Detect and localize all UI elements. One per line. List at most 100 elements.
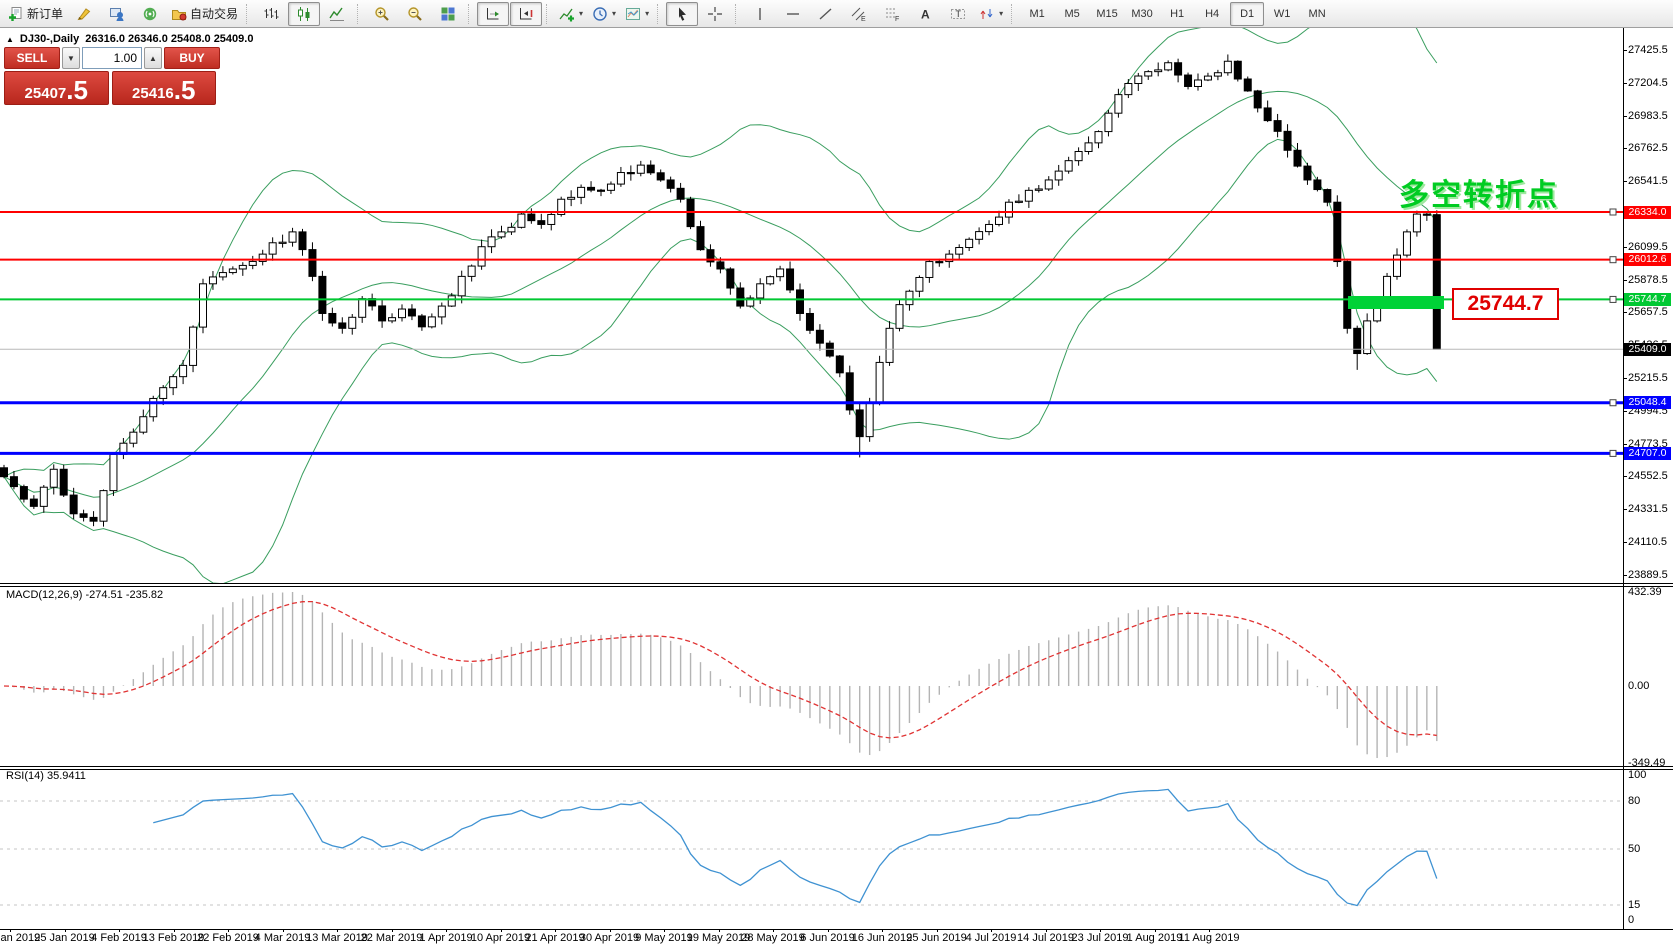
price-tick: 27204.5	[1628, 76, 1668, 89]
timeframe-button-D1[interactable]: D1	[1230, 1, 1265, 26]
auto-scroll-button[interactable]	[477, 1, 510, 26]
arrows-icon	[980, 8, 993, 19]
periods-button[interactable]: ▾	[588, 2, 620, 26]
toolbar-separator	[246, 3, 251, 24]
candlestick-chart-button[interactable]	[288, 1, 321, 26]
hline-handle[interactable]	[1609, 256, 1617, 264]
zoom-out-icon	[408, 6, 422, 21]
horizontal-line-button[interactable]	[777, 2, 809, 26]
chart-symbol-period: DJ30-,Daily	[19, 33, 80, 45]
bollinger-bands	[3, 28, 1438, 583]
timeframe-button-M5[interactable]: M5	[1064, 7, 1080, 20]
sell-button[interactable]: SELL	[4, 47, 60, 69]
periods-dropdown-caret[interactable]: ▾	[612, 9, 617, 18]
price-callout-box[interactable]: 25744.7	[1452, 288, 1559, 320]
zoom-in-button[interactable]	[366, 2, 398, 26]
cursor-button[interactable]	[666, 1, 699, 26]
crosshair-button[interactable]	[699, 2, 731, 26]
price-tick: 26541.5	[1628, 175, 1668, 188]
text-label-button[interactable]: T	[942, 2, 974, 26]
date-label: 4 Jul 2019	[965, 932, 1017, 944]
sell-price-main: 25407	[24, 85, 67, 102]
tester-icon	[110, 7, 124, 21]
macd-signal-line	[3, 601, 1437, 739]
hline-handle[interactable]	[1609, 295, 1617, 303]
arrows-button[interactable]: ▾	[975, 2, 1007, 26]
turning-point-annotation[interactable]: 多空转折点	[1399, 179, 1559, 212]
arrows-dropdown-caret[interactable]: ▾	[999, 9, 1004, 18]
fibonacci-icon: F	[886, 8, 899, 22]
chart-shift-button[interactable]	[510, 1, 543, 26]
one-click-collapse-icon[interactable]: ▲	[6, 34, 14, 44]
hline-price-label: 24707.0	[1624, 446, 1671, 460]
price-tick-mark	[1623, 148, 1627, 150]
price-tick: 26983.5	[1628, 109, 1668, 122]
hline-handle[interactable]	[1609, 449, 1617, 457]
date-label: 4 Mar 2019	[254, 932, 311, 944]
date-tick-mark	[119, 929, 120, 932]
horizontal-lines	[0, 208, 1623, 457]
hline-handle[interactable]	[1609, 399, 1617, 407]
pane-separator[interactable]	[0, 766, 1673, 770]
date-label: 10 Apr 2019	[470, 932, 531, 944]
timeframe-button-H4[interactable]: H4	[1205, 7, 1220, 20]
volume-decrease-button[interactable]: ▼	[62, 47, 80, 69]
line-chart-button[interactable]	[321, 2, 353, 26]
trendline-button[interactable]	[810, 2, 842, 26]
hline-handle[interactable]	[1609, 208, 1617, 216]
equidistant-channel-button[interactable]: E	[843, 2, 875, 26]
tester-button[interactable]	[101, 2, 133, 26]
bar-chart-button[interactable]	[255, 2, 287, 26]
price-axis-line	[1623, 28, 1624, 929]
price-tick: 24773.5	[1628, 437, 1668, 450]
hline-price-label: 25744.7	[1624, 292, 1671, 306]
timeframe-button-MN[interactable]: MN	[1308, 7, 1326, 20]
text-icon: A	[921, 7, 930, 21]
volume-input[interactable]	[82, 47, 142, 69]
timeframe-button-W1[interactable]: W1	[1273, 7, 1291, 20]
macd-scale-label: 0.00	[1628, 680, 1650, 692]
pane-separator[interactable]	[0, 583, 1673, 587]
templates-icon	[626, 7, 641, 20]
templates-button[interactable]: ▾	[621, 2, 653, 26]
price-tick-mark	[1623, 410, 1627, 412]
crosshair-icon	[708, 6, 723, 21]
autotrading-button[interactable]: 自动交易	[167, 2, 242, 26]
vertical-line-icon	[759, 7, 761, 20]
signals-button[interactable]	[134, 2, 166, 26]
styler-button[interactable]	[68, 2, 100, 26]
fibonacci-button[interactable]: F	[876, 2, 908, 26]
price-tick-mark	[1623, 312, 1627, 314]
svg-text:A: A	[921, 7, 930, 21]
new-order-button[interactable]: 新订单	[4, 2, 67, 26]
price-tick-mark	[1623, 377, 1627, 379]
signals-icon	[143, 7, 157, 20]
indicators-dropdown-caret[interactable]: ▾	[579, 9, 584, 18]
date-label: 25 Jan 2019	[34, 932, 95, 944]
templates-dropdown-caret[interactable]: ▾	[645, 9, 650, 18]
styler-icon	[77, 7, 91, 20]
buy-button[interactable]: BUY	[164, 47, 220, 69]
tile-windows-icon	[441, 7, 455, 20]
buy-price-button[interactable]: 25416.5	[111, 71, 216, 105]
date-tick-mark	[664, 929, 665, 932]
vertical-line-button[interactable]	[744, 2, 776, 26]
toolbar: 新订单 自动交易 ▾ ▾ ▾ E F A T ▾ M1 M5 M15 M30 H1 H4 D1 W1 MN	[0, 0, 1673, 28]
indicators-button[interactable]: ▾	[555, 2, 587, 26]
volume-increase-button[interactable]: ▲	[144, 47, 162, 69]
zoom-out-button[interactable]	[399, 2, 431, 26]
date-tick-mark	[936, 929, 938, 932]
sell-price-button[interactable]: 25407.5	[4, 71, 109, 105]
date-label: 16 Jan 2019	[0, 932, 41, 944]
timeframe-button-M15[interactable]: M15	[1096, 7, 1118, 20]
date-label: 6 Jun 2019	[800, 932, 855, 944]
timeframe-button-M30[interactable]: M30	[1131, 7, 1153, 20]
date-tick-mark	[337, 929, 338, 932]
tile-windows-button[interactable]	[432, 2, 464, 26]
highlight-rectangle[interactable]	[1348, 296, 1444, 309]
timeframe-button-M1[interactable]: M1	[1029, 7, 1045, 20]
text-button[interactable]: A	[909, 2, 941, 26]
timeframe-button-H1[interactable]: H1	[1170, 7, 1185, 20]
date-label: 14 Jul 2019	[1017, 932, 1074, 944]
price-tick: 24331.5	[1628, 503, 1668, 516]
